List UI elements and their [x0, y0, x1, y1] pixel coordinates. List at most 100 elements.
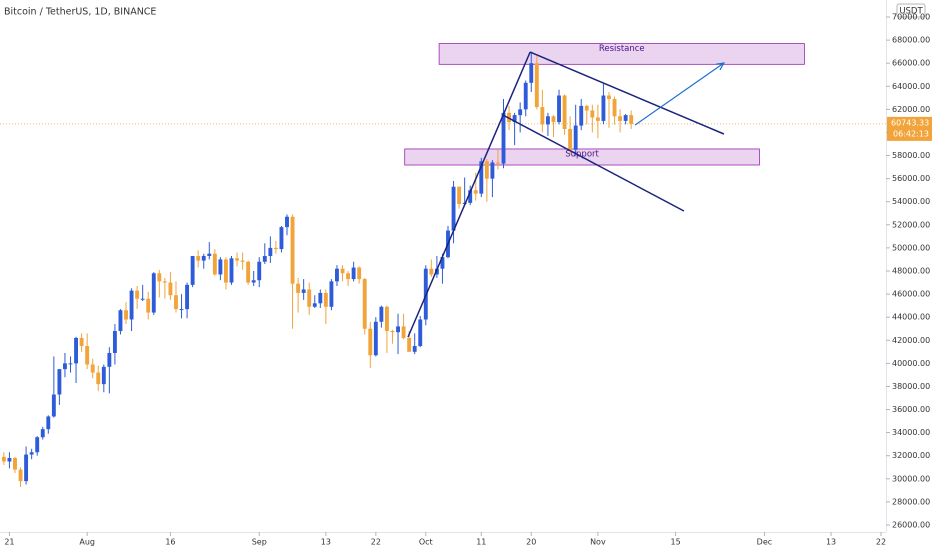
candle-body: [257, 261, 262, 281]
candle-body: [151, 273, 156, 313]
candle-body: [501, 112, 506, 164]
x-tick-label: Sep: [252, 538, 267, 547]
candle-body: [601, 95, 606, 121]
y-tick-label: 70000.00: [892, 13, 930, 22]
y-tick-label: 54000.00: [892, 197, 930, 206]
candle-body: [312, 303, 317, 307]
x-tick-label: 22: [371, 538, 381, 547]
candle-body: [174, 295, 178, 310]
candle-body: [362, 279, 367, 329]
zone: [438, 43, 805, 65]
candle-body: [540, 107, 545, 125]
candle-body: [7, 458, 12, 462]
candle-body: [457, 186, 462, 205]
candle-body: [429, 268, 434, 275]
chart-title: Bitcoin / TetherUS, 1D, BINANCE: [4, 7, 156, 18]
candle-body: [490, 162, 495, 179]
y-tick-label: 66000.00: [892, 59, 930, 68]
candle-body: [451, 186, 456, 231]
price-badge-label: 60743.33: [891, 118, 929, 127]
x-tick-label: 13: [826, 538, 836, 547]
candle-body: [196, 255, 201, 261]
y-tick-label: 56000.00: [892, 174, 930, 183]
candle-body: [496, 162, 500, 164]
arrow-head: [715, 62, 726, 71]
y-tick-label: 36000.00: [892, 405, 930, 414]
candle-body: [407, 337, 412, 352]
candle-body: [573, 125, 578, 150]
candle-body: [629, 115, 634, 124]
trend-line: [407, 51, 531, 338]
candle-body: [534, 63, 539, 108]
candle-body: [24, 454, 29, 482]
candle-body: [63, 363, 67, 370]
candle-body: [323, 292, 328, 307]
candle-body: [607, 95, 611, 99]
candle-body: [335, 268, 339, 282]
candle-body: [307, 289, 312, 307]
candle-body: [473, 190, 478, 194]
candle-body: [157, 273, 162, 282]
candle-body: [140, 298, 145, 300]
candle-body: [440, 257, 445, 269]
candle-body: [562, 95, 567, 129]
candle-body: [412, 346, 417, 352]
candle-body: [568, 128, 573, 150]
currency-label[interactable]: USDT: [899, 7, 923, 17]
currency-box[interactable]: [896, 3, 926, 18]
candle-body: [396, 326, 400, 333]
candle-body: [162, 281, 167, 283]
candle-body: [207, 253, 212, 256]
candle-body: [318, 292, 323, 304]
candle-body: [329, 281, 334, 307]
candle-body: [218, 259, 223, 275]
y-tick-label: 52000.00: [892, 220, 930, 229]
y-tick-label: 58000.00: [892, 151, 930, 160]
x-tick-label: Oct: [419, 538, 433, 547]
candle-body: [1, 456, 6, 462]
y-tick-label: 30000.00: [892, 474, 930, 483]
candle-body: [584, 105, 589, 111]
candle-body: [579, 105, 584, 126]
x-tick-label: 21: [4, 538, 14, 547]
candle-body: [201, 255, 206, 261]
candle-body: [96, 372, 101, 385]
candle-body: [523, 82, 528, 110]
candle-body: [190, 255, 195, 285]
candle-body: [46, 416, 51, 430]
y-tick-label: 38000.00: [892, 382, 930, 391]
x-tick-label: 15: [671, 538, 681, 547]
candle-body: [124, 310, 128, 320]
candle-body: [518, 109, 523, 116]
y-tick-label: 68000.00: [892, 36, 930, 45]
candle-body: [373, 321, 378, 356]
y-tick-label: 46000.00: [892, 290, 930, 299]
candle-body: [290, 216, 295, 284]
candle-body: [268, 247, 273, 256]
candle-body: [595, 117, 600, 121]
arrow: [634, 62, 725, 126]
y-tick-label: 40000.00: [892, 359, 930, 368]
candle-body: [240, 260, 245, 262]
candle-body: [273, 247, 278, 250]
candle-body: [13, 458, 17, 470]
candle-body: [296, 283, 301, 293]
candle-body: [79, 337, 84, 347]
candle-body: [135, 290, 140, 299]
trend-line: [502, 114, 685, 212]
zone-label: Resistance: [599, 44, 645, 54]
candle-body: [618, 116, 623, 121]
candle-body: [40, 429, 45, 438]
candle-body: [129, 290, 134, 320]
candle-body: [529, 63, 534, 83]
trend-line: [529, 51, 725, 135]
y-tick-label: 62000.00: [892, 105, 930, 114]
candle-body: [57, 369, 62, 395]
x-tick-label: Dec: [757, 538, 772, 547]
candle-body: [262, 255, 267, 262]
candle-body: [590, 110, 595, 118]
candle-body: [251, 280, 256, 283]
candle-body: [118, 310, 123, 332]
